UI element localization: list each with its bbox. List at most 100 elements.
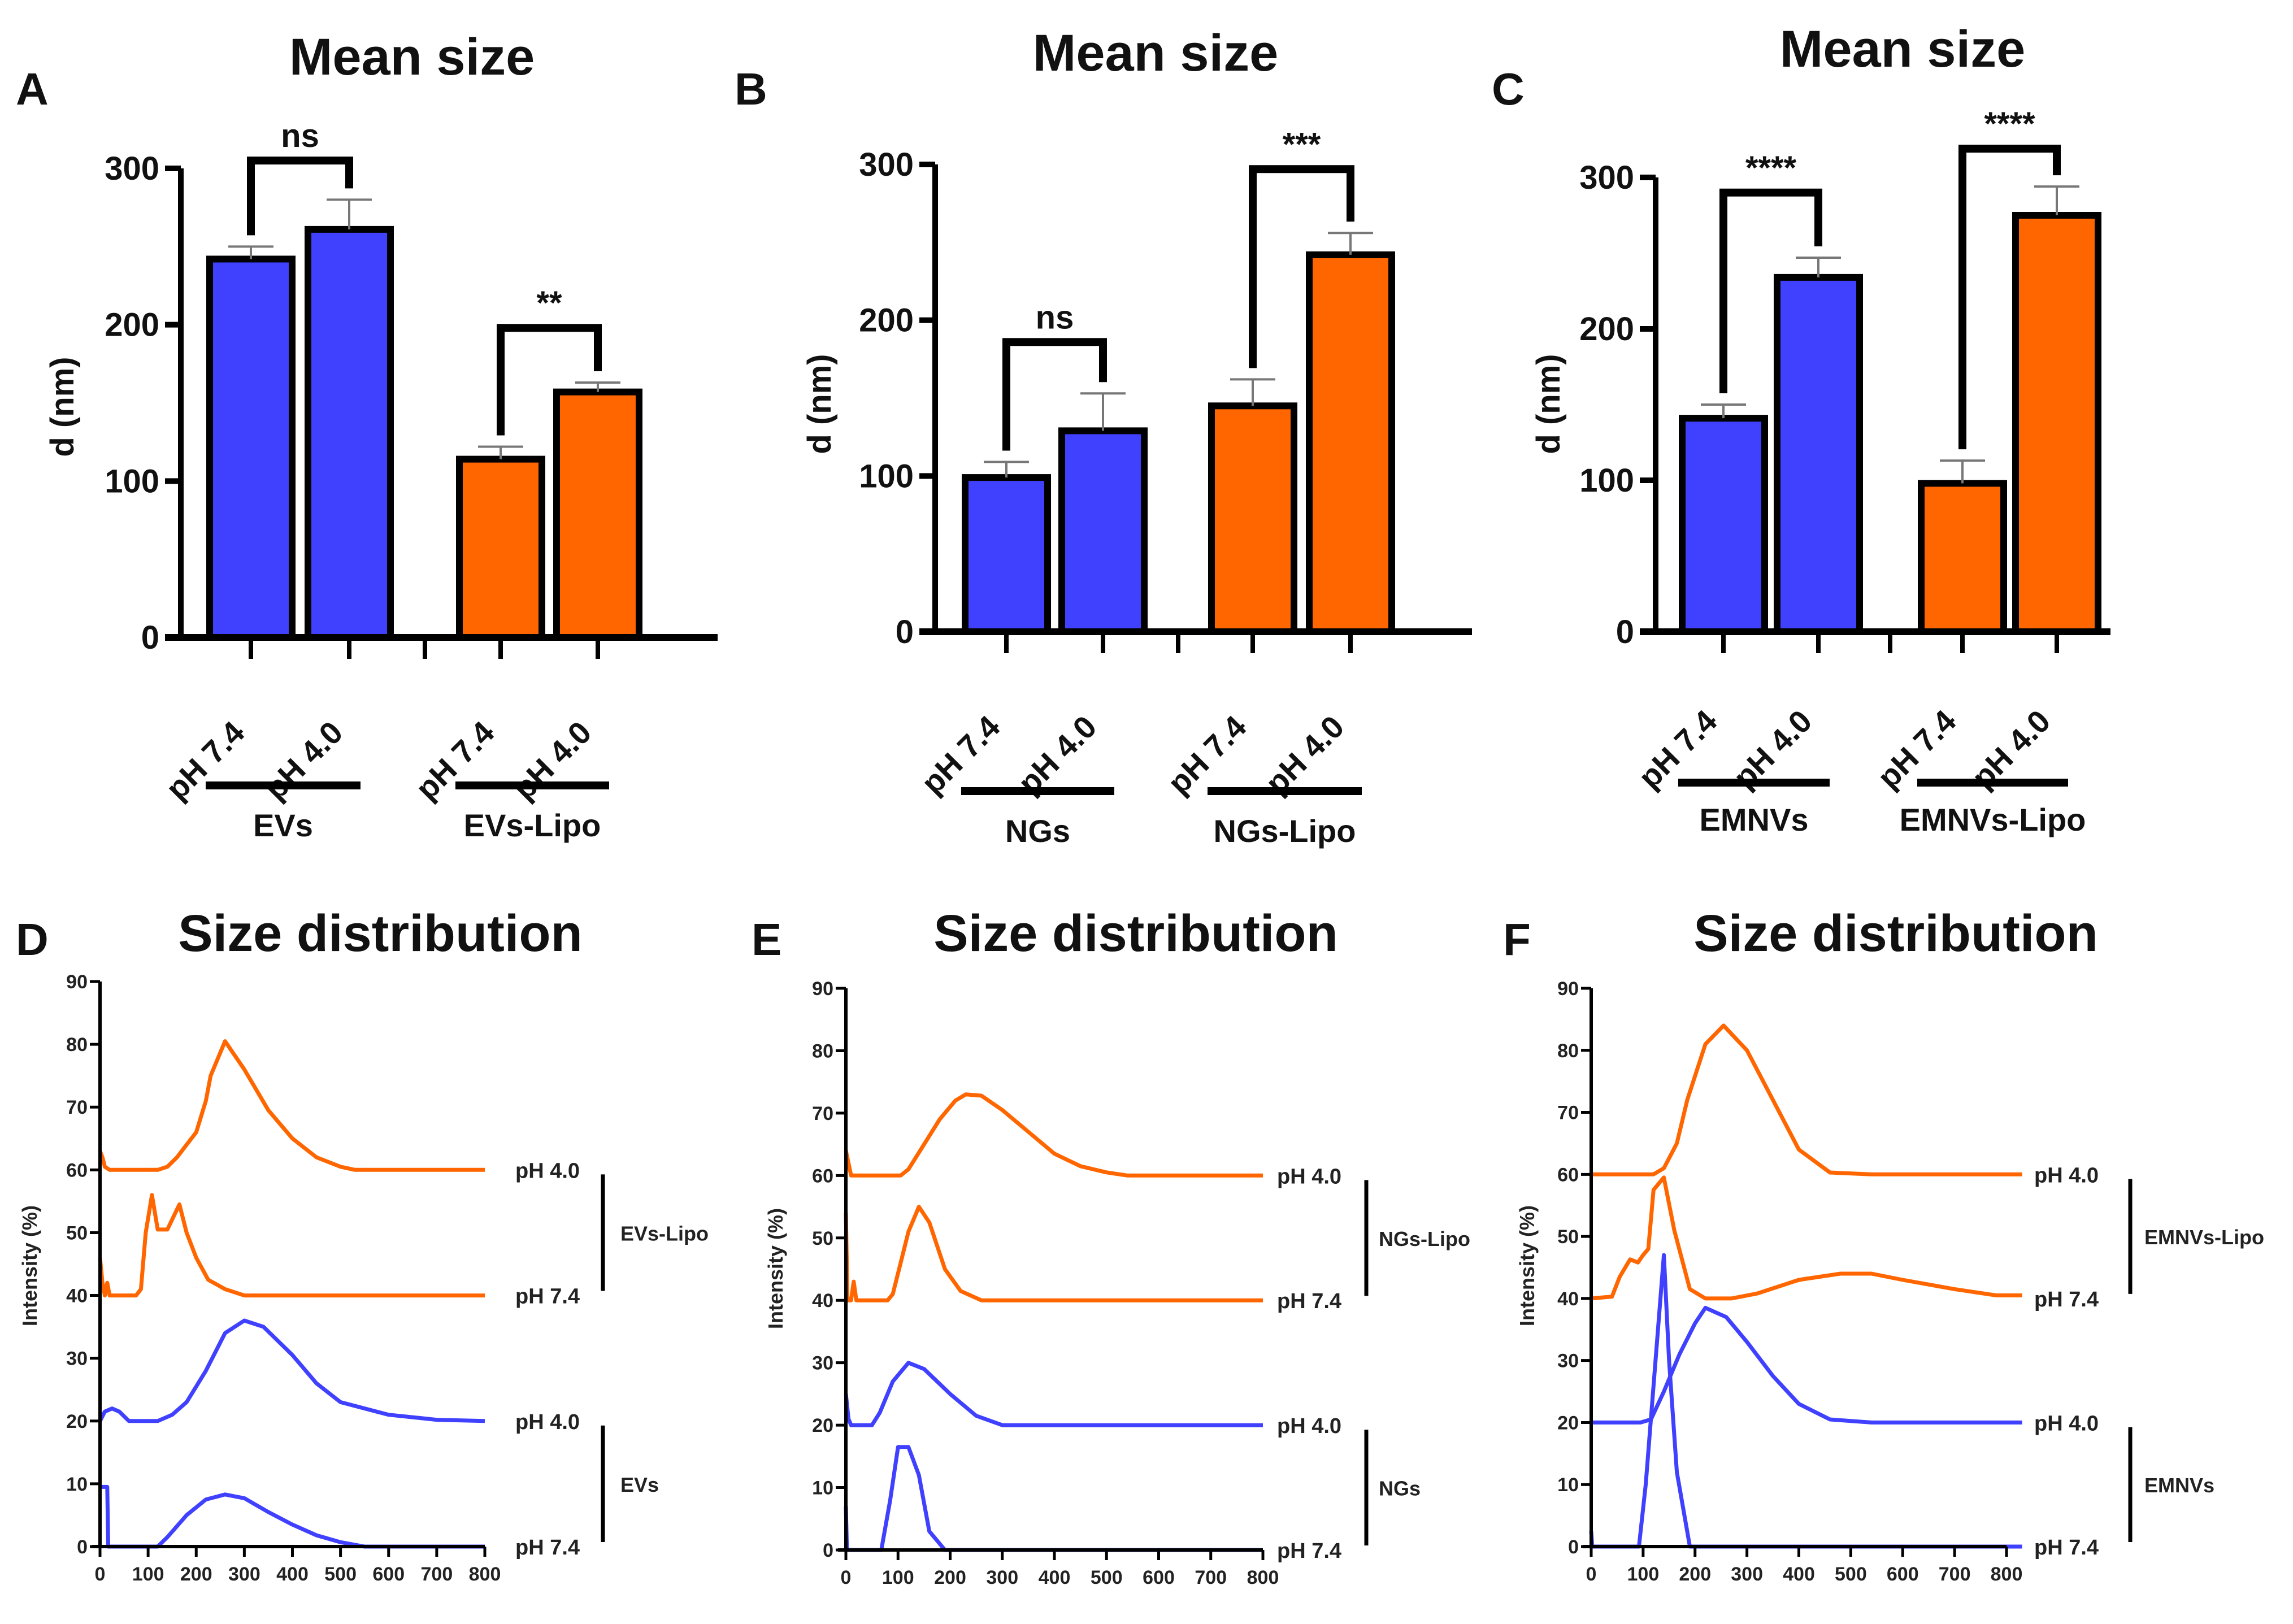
y-tick-label: 200 bbox=[1579, 311, 1634, 348]
series-label: pH 4.0 bbox=[1277, 1414, 1341, 1438]
x-tick-label: 400 bbox=[1039, 1567, 1071, 1588]
y-axis-label: d (nm) bbox=[1530, 354, 1567, 454]
category-label: pH 4.0 bbox=[1258, 709, 1350, 801]
significance-bracket bbox=[1002, 338, 1107, 451]
x-tick-label: 500 bbox=[324, 1564, 357, 1585]
x-tick-label: 800 bbox=[1247, 1567, 1279, 1588]
y-tick-label: 90 bbox=[66, 971, 88, 993]
series-label: pH 4.0 bbox=[515, 1410, 580, 1434]
series-line bbox=[844, 1092, 1263, 1178]
chart-title-c: Mean size bbox=[1780, 20, 2026, 78]
panel-letter-d: D bbox=[16, 914, 49, 965]
y-axis-label: d (nm) bbox=[801, 354, 838, 454]
y-tick-label: 30 bbox=[66, 1348, 88, 1370]
bar bbox=[2012, 212, 2101, 635]
y-tick-label: 60 bbox=[66, 1160, 88, 1181]
bar bbox=[1058, 427, 1148, 635]
y-tick-label: 0 bbox=[77, 1536, 88, 1558]
bar bbox=[206, 255, 296, 641]
y-tick-label: 300 bbox=[105, 150, 159, 187]
y-tick-label: 40 bbox=[1557, 1288, 1579, 1310]
significance-label: **** bbox=[1745, 150, 1797, 186]
y-tick-label: 10 bbox=[66, 1474, 88, 1495]
group-label: EMNVs-Lipo bbox=[1900, 802, 2086, 837]
y-tick-label: 80 bbox=[66, 1034, 88, 1056]
y-tick-label: 50 bbox=[66, 1222, 88, 1244]
series-line bbox=[1591, 1023, 2022, 1176]
y-tick-label: 20 bbox=[812, 1415, 833, 1436]
group-label: EVs bbox=[620, 1473, 659, 1496]
x-tick-label: 600 bbox=[372, 1564, 405, 1585]
x-tick-label: 600 bbox=[1887, 1564, 1919, 1585]
chart-title-d: Size distribution bbox=[178, 905, 583, 962]
series-label: pH 7.4 bbox=[2034, 1536, 2099, 1560]
x-tick-label: 800 bbox=[469, 1564, 501, 1585]
line-chart-d: pH 4.0 pH 7.4 pH 4.0 pH 7.4 0 10 20 30 40 50 60 70 8… bbox=[18, 971, 709, 1585]
y-tick-label: 40 bbox=[66, 1286, 88, 1307]
y-tick-label: 0 bbox=[823, 1540, 833, 1561]
y-tick-label: 40 bbox=[812, 1290, 833, 1312]
x-tick-label: 0 bbox=[841, 1567, 852, 1588]
y-tick-label: 70 bbox=[812, 1103, 833, 1124]
series-line bbox=[98, 1193, 485, 1298]
series-line bbox=[844, 1361, 1263, 1427]
series-label: pH 7.4 bbox=[1277, 1539, 1341, 1563]
x-tick-label: 0 bbox=[95, 1564, 106, 1585]
x-tick-label: 400 bbox=[1783, 1564, 1815, 1585]
y-tick-label: 0 bbox=[896, 614, 914, 650]
series-line bbox=[100, 1484, 485, 1549]
y-tick-label: 80 bbox=[1557, 1040, 1579, 1062]
significance-label: ** bbox=[536, 285, 562, 322]
y-tick-label: 100 bbox=[1579, 462, 1634, 499]
series-label: pH 7.4 bbox=[515, 1536, 580, 1560]
series-label: pH 7.4 bbox=[2034, 1288, 2099, 1312]
group-label: EMNVs bbox=[1700, 802, 1809, 837]
x-tick-label: 700 bbox=[421, 1564, 453, 1585]
bar bbox=[1679, 415, 1768, 635]
y-tick-label: 30 bbox=[1557, 1351, 1579, 1372]
category-label: pH 4.0 bbox=[1011, 709, 1103, 801]
y-tick-label: 90 bbox=[1557, 978, 1579, 1000]
significance-label: ns bbox=[1036, 299, 1074, 336]
group-label: EVs-Lipo bbox=[464, 807, 601, 843]
significance-bracket bbox=[497, 324, 602, 436]
x-tick-label: 300 bbox=[986, 1567, 1018, 1588]
bar bbox=[305, 225, 394, 641]
y-tick-label: 300 bbox=[1579, 159, 1634, 196]
line-chart-f: pH 4.0 pH 7.4 pH 4.0 pH 7.4 0 10 20 30 40 50 60 70 8… bbox=[1515, 978, 2264, 1585]
category-label: pH 4.0 bbox=[506, 714, 598, 806]
bar bbox=[1306, 251, 1395, 635]
panel-letter-f: F bbox=[1503, 914, 1531, 965]
bar bbox=[1918, 480, 2007, 635]
y-tick-label: 10 bbox=[1557, 1474, 1579, 1496]
series-line bbox=[844, 1205, 1263, 1302]
significance-bracket bbox=[1249, 165, 1354, 368]
chart-title-e: Size distribution bbox=[933, 905, 1338, 962]
group-label: NGs bbox=[1379, 1477, 1421, 1500]
y-tick-label: 100 bbox=[859, 458, 914, 494]
x-tick-label: 500 bbox=[1091, 1567, 1123, 1588]
significance-label: ns bbox=[281, 118, 319, 154]
y-tick-label: 60 bbox=[812, 1165, 833, 1187]
series-label: pH 4.0 bbox=[2034, 1163, 2099, 1187]
y-tick-label: 300 bbox=[859, 146, 914, 183]
chart-title-f: Size distribution bbox=[1693, 905, 2098, 962]
group-label: NGs-Lipo bbox=[1214, 813, 1356, 849]
x-tick-label: 700 bbox=[1195, 1567, 1227, 1588]
x-tick-label: 300 bbox=[1731, 1564, 1763, 1585]
category-label: pH 7.4 bbox=[1161, 709, 1253, 801]
y-tick-label: 200 bbox=[105, 307, 159, 344]
series-line bbox=[1591, 1175, 2022, 1301]
series-line bbox=[98, 1318, 485, 1423]
chart-title-a: Mean size bbox=[289, 28, 535, 86]
y-tick-label: 20 bbox=[1557, 1412, 1579, 1434]
category-label: pH 7.4 bbox=[914, 709, 1006, 801]
y-tick-label: 20 bbox=[66, 1411, 88, 1432]
group-label: EVs bbox=[253, 807, 313, 843]
y-axis-label: Intensity (%) bbox=[764, 1208, 787, 1329]
x-tick-label: 600 bbox=[1143, 1567, 1175, 1588]
series-line bbox=[1589, 1253, 2022, 1549]
